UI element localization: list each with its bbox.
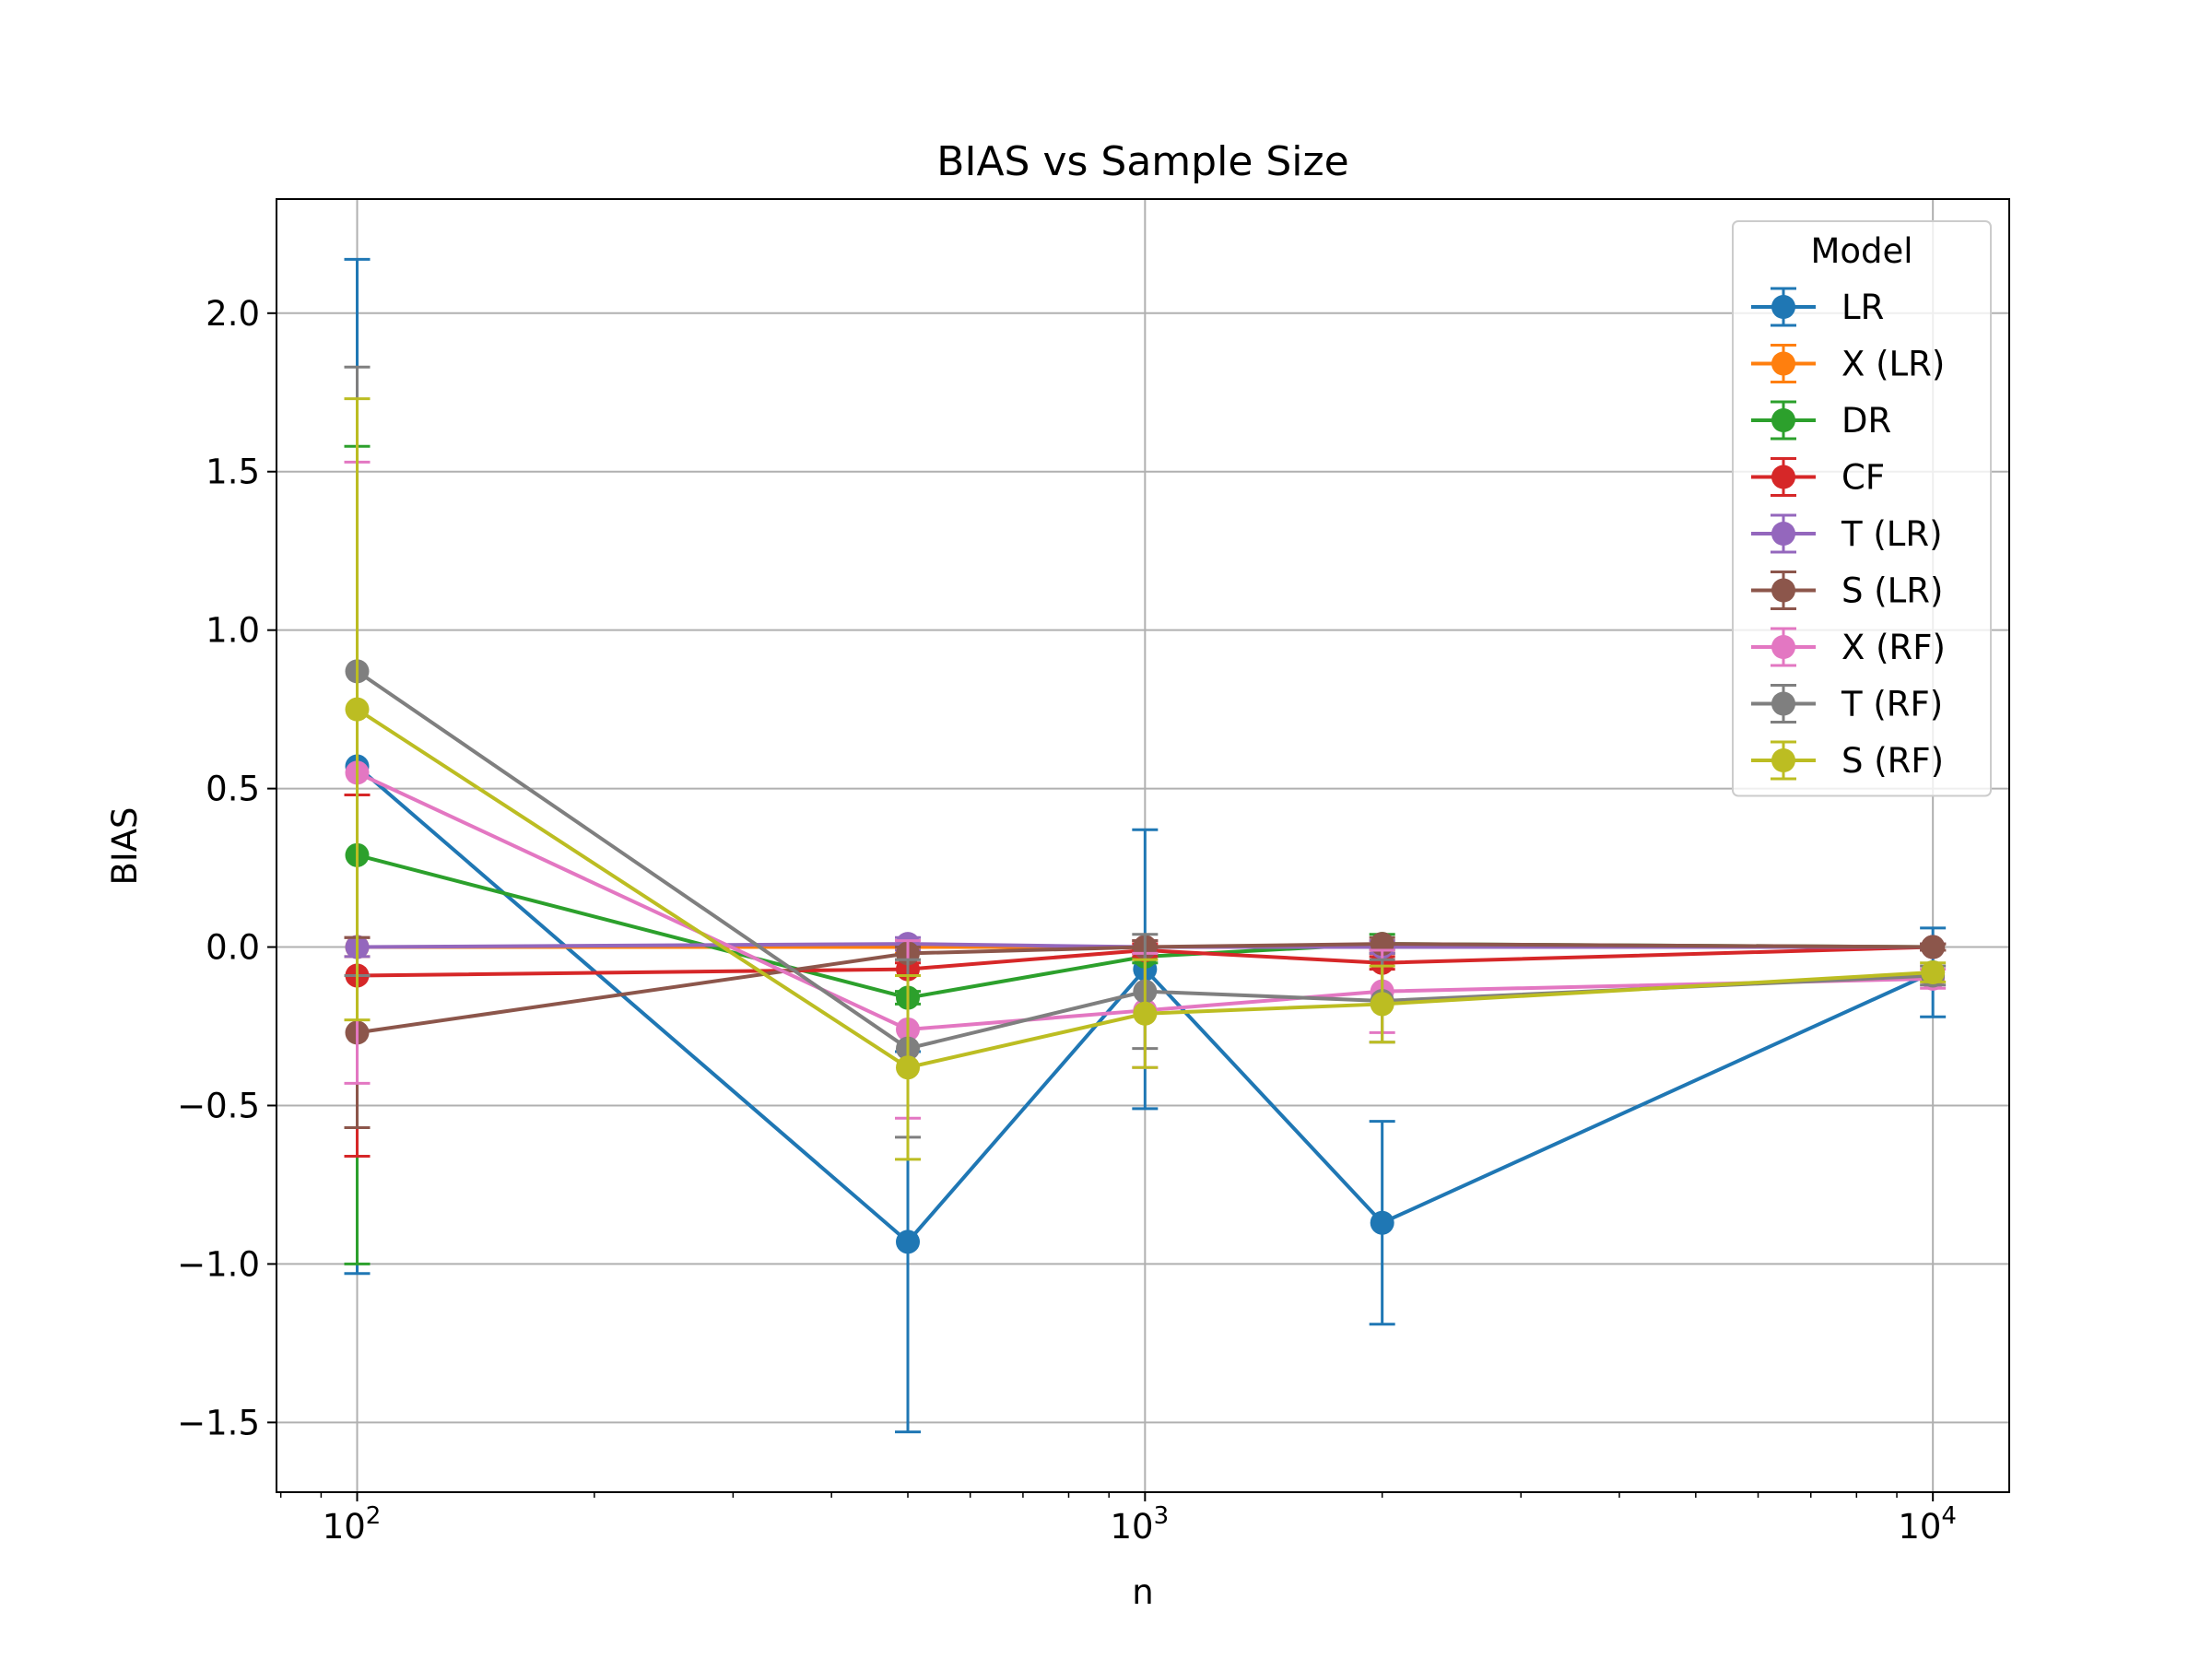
legend-label: S (LR) bbox=[1841, 571, 1943, 611]
legend-swatch-marker bbox=[1771, 408, 1795, 432]
data-point bbox=[1921, 935, 1946, 959]
ticks: −1.5 −1.0 −0.5 0.0 0.5 1.0 1.5 2.0 102 103 104 bbox=[177, 294, 1957, 1547]
legend-label: T (RF) bbox=[1841, 685, 1943, 724]
legend-entry: T (LR) bbox=[1751, 513, 1943, 554]
legend-entry: S (RF) bbox=[1751, 740, 1944, 781]
legend-entry: CF bbox=[1751, 457, 1885, 498]
y-tick-label: 0.5 bbox=[206, 770, 260, 809]
data-point bbox=[1370, 1210, 1394, 1235]
legend-swatch-marker bbox=[1771, 522, 1795, 546]
y-tick-label: −0.5 bbox=[177, 1086, 260, 1125]
legend-label: T (LR) bbox=[1841, 514, 1943, 554]
legend-label: DR bbox=[1841, 401, 1891, 441]
legend-label: X (LR) bbox=[1841, 345, 1945, 384]
series-layer bbox=[344, 257, 1947, 1434]
x-tick-label: 103 bbox=[1111, 1502, 1170, 1547]
y-axis-title: BIAS bbox=[105, 806, 145, 885]
plot-frame bbox=[276, 198, 2010, 1493]
legend-title: Model bbox=[1810, 231, 1912, 271]
legend-swatch-marker bbox=[1771, 748, 1795, 772]
y-tick-label: 1.0 bbox=[206, 611, 260, 651]
legend-label: S (RF) bbox=[1841, 741, 1944, 781]
legend-label: LR bbox=[1841, 288, 1884, 327]
data-point bbox=[1133, 1001, 1158, 1026]
y-tick-label: 2.0 bbox=[206, 294, 260, 334]
legend-entry: T (RF) bbox=[1751, 684, 1943, 724]
x-tick-label: 102 bbox=[323, 1502, 382, 1547]
legend-swatch-marker bbox=[1771, 691, 1795, 716]
y-tick-label: 1.5 bbox=[206, 453, 260, 492]
data-point bbox=[1370, 992, 1394, 1017]
legend: Model LR X (LR) DR CF T (LR) S (LR) X (RF) T (RF… bbox=[1732, 220, 1992, 797]
series-s-rf bbox=[344, 397, 1947, 1161]
y-tick-label: −1.5 bbox=[177, 1403, 260, 1442]
x-tick-label: 104 bbox=[1898, 1502, 1957, 1547]
data-point bbox=[1921, 960, 1946, 985]
legend-swatch-marker bbox=[1771, 351, 1795, 376]
chart-title: BIAS vs Sample Size bbox=[936, 138, 1348, 185]
x-axis-title: n bbox=[1132, 1572, 1153, 1612]
legend-swatch-marker bbox=[1771, 578, 1795, 603]
legend-entry: S (LR) bbox=[1751, 571, 1943, 611]
legend-entry: X (LR) bbox=[1751, 344, 1945, 384]
legend-entry: X (RF) bbox=[1751, 627, 1946, 667]
y-tick-label: 0.0 bbox=[206, 928, 260, 968]
data-point bbox=[345, 697, 370, 722]
data-point bbox=[896, 1230, 921, 1254]
legend-swatch-marker bbox=[1771, 635, 1795, 659]
legend-entry: LR bbox=[1751, 287, 1884, 327]
y-tick-label: −1.0 bbox=[177, 1244, 260, 1284]
legend-swatch-marker bbox=[1771, 465, 1795, 489]
legend-entry: DR bbox=[1751, 400, 1891, 441]
legend-swatch-marker bbox=[1771, 295, 1795, 319]
legend-label: CF bbox=[1841, 458, 1885, 498]
data-point bbox=[896, 1055, 921, 1080]
legend-label: X (RF) bbox=[1841, 628, 1946, 667]
